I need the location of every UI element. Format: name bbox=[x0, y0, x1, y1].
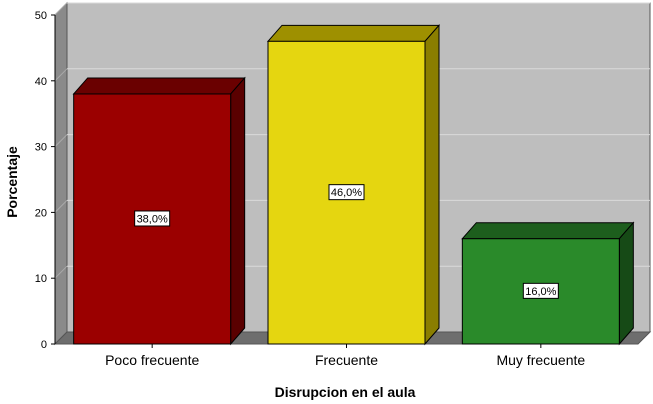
x-axis: Poco frecuente Frecuente Muy frecuente bbox=[105, 344, 585, 368]
data-label-box bbox=[328, 184, 365, 201]
bar-side bbox=[424, 23, 440, 346]
gridline-side bbox=[54, 68, 68, 82]
gridline-side bbox=[54, 134, 68, 147]
x-tick-label: Poco frecuente bbox=[105, 352, 199, 368]
data-label: 46,0% bbox=[331, 187, 362, 199]
x-tick-label: Muy frecuente bbox=[496, 352, 585, 368]
x-axis-title: Disrupcion en el aula bbox=[275, 384, 416, 400]
y-tick-label: 40 bbox=[35, 76, 47, 88]
y-tick-label: 50 bbox=[35, 10, 47, 22]
x-tick-label: Frecuente bbox=[315, 352, 378, 368]
data-label-box bbox=[522, 282, 559, 299]
y-axis: 0 10 20 30 40 50 bbox=[35, 10, 56, 351]
y-tick-label: 10 bbox=[35, 273, 47, 285]
gridline-side bbox=[54, 265, 68, 279]
y-tick-label: 20 bbox=[35, 207, 47, 219]
gridline-side bbox=[54, 2, 68, 16]
data-label-box bbox=[134, 210, 171, 227]
bars: 38,0% 46,0% 16,0% bbox=[72, 23, 635, 346]
plot-side-wall bbox=[54, 1, 68, 346]
bar-side bbox=[618, 221, 634, 346]
data-label: 38,0% bbox=[137, 213, 168, 225]
y-tick-label: 0 bbox=[41, 339, 47, 351]
bar-top bbox=[266, 24, 441, 42]
y-tick-label: 30 bbox=[35, 142, 47, 154]
data-label: 16,0% bbox=[525, 286, 556, 298]
bar-side bbox=[230, 76, 246, 346]
bar-top bbox=[461, 222, 635, 240]
bar-top bbox=[72, 77, 246, 95]
y-axis-title: Porcentaje bbox=[4, 146, 20, 218]
gridline-side bbox=[54, 200, 68, 213]
